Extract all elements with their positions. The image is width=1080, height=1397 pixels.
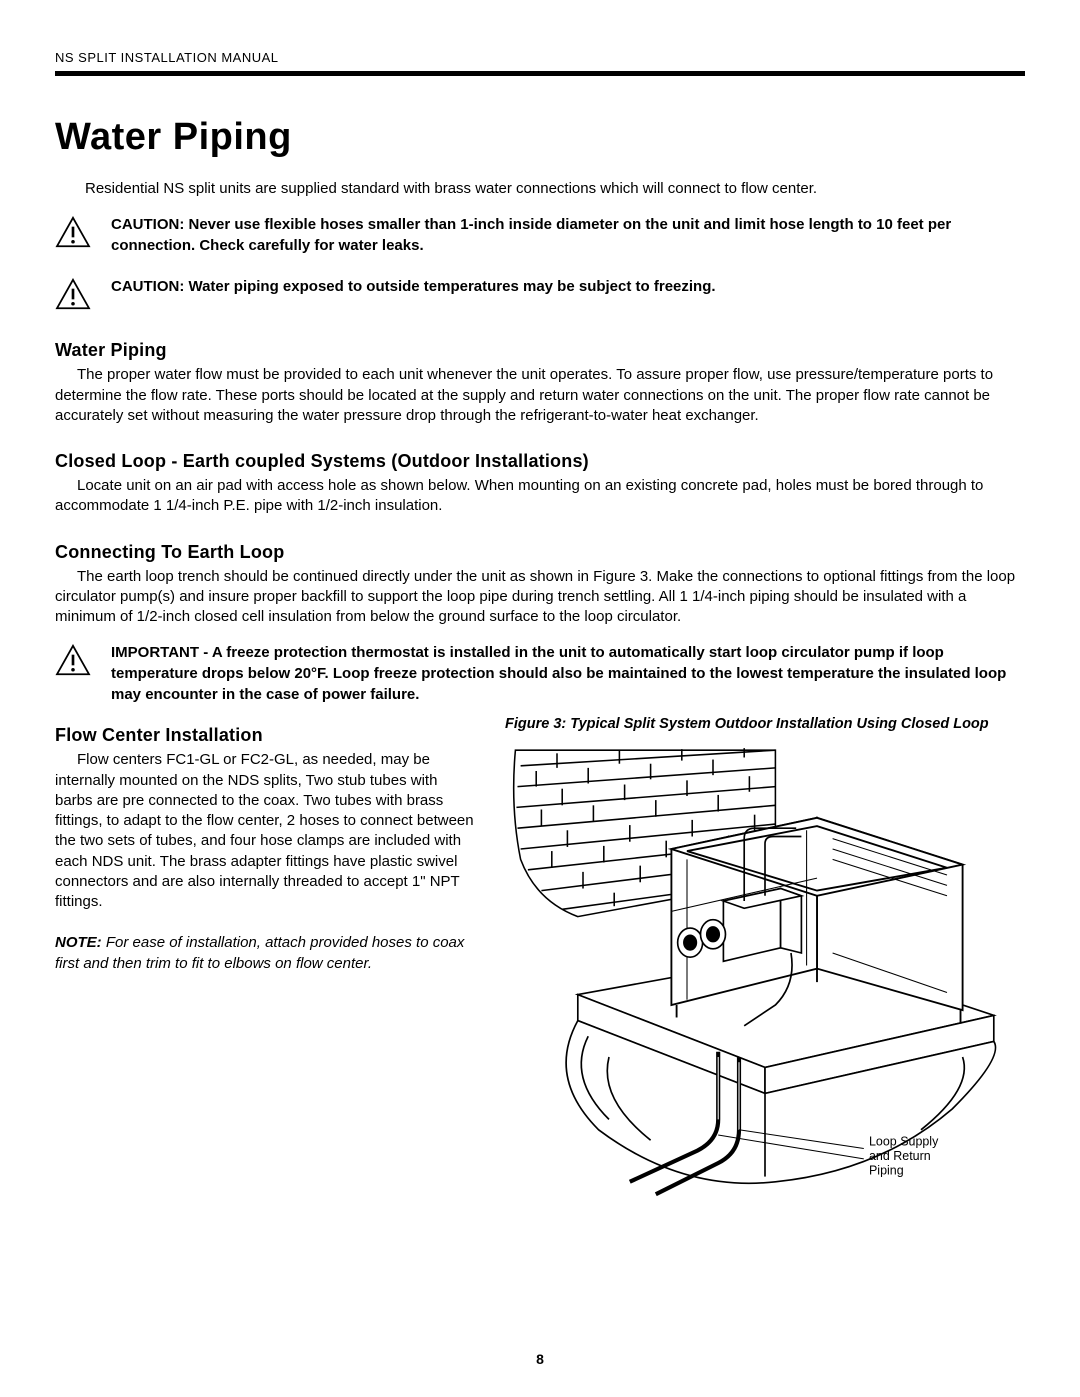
two-column-region: Flow Center Installation Flow centers FC… xyxy=(55,715,1025,1228)
header-manual-name: NS SPLIT INSTALLATION MANUAL xyxy=(55,50,1025,65)
figure-callout-line2: and Return xyxy=(869,1149,931,1163)
caution-block-1: CAUTION: Never use flexible hoses smalle… xyxy=(55,214,1025,256)
note-block: NOTE: For ease of installation, attach p… xyxy=(55,932,475,974)
page-title: Water Piping xyxy=(55,116,1025,159)
important-lead: IMPORTANT xyxy=(111,644,199,661)
intro-paragraph: Residential NS split units are supplied … xyxy=(85,179,1025,199)
header-rule xyxy=(55,71,1025,76)
warning-icon xyxy=(55,216,91,253)
warning-icon xyxy=(55,644,91,681)
column-right: Figure 3: Typical Split System Outdoor I… xyxy=(505,715,1025,1228)
note-lead: NOTE: xyxy=(55,934,102,951)
caution-block-2: CAUTION: Water piping exposed to outside… xyxy=(55,276,1025,315)
figure-callout-line1: Loop Supply xyxy=(869,1134,939,1148)
section-heading-closed-loop: Closed Loop - Earth coupled Systems (Out… xyxy=(55,451,1025,472)
figure-callout-line3: Piping xyxy=(869,1163,904,1177)
caution-text-2: CAUTION: Water piping exposed to outside… xyxy=(111,276,1025,297)
important-block: IMPORTANT - A freeze protection thermost… xyxy=(55,642,1025,705)
page-number: 8 xyxy=(0,1351,1080,1367)
column-left: Flow Center Installation Flow centers FC… xyxy=(55,715,475,974)
section-body-flow-center: Flow centers FC1-GL or FC2-GL, as needed… xyxy=(55,750,475,912)
section-body-closed-loop: Locate unit on an air pad with access ho… xyxy=(55,476,1025,517)
note-body: For ease of installation, attach provide… xyxy=(55,934,464,972)
important-body: - A freeze protection thermostat is inst… xyxy=(111,644,1006,703)
figure-illustration: Loop Supply and Return Piping xyxy=(505,745,1025,1223)
section-heading-connecting: Connecting To Earth Loop xyxy=(55,542,1025,563)
section-heading-flow-center: Flow Center Installation xyxy=(55,725,475,746)
page-container: NS SPLIT INSTALLATION MANUAL Water Pipin… xyxy=(0,0,1080,1258)
figure-caption: Figure 3: Typical Split System Outdoor I… xyxy=(505,715,1025,735)
section-body-connecting: The earth loop trench should be continue… xyxy=(55,567,1025,628)
section-heading-water-piping: Water Piping xyxy=(55,340,1025,361)
warning-icon xyxy=(55,278,91,315)
caution-text-1: CAUTION: Never use flexible hoses smalle… xyxy=(111,214,1025,256)
section-body-water-piping: The proper water flow must be provided t… xyxy=(55,365,1025,426)
important-text: IMPORTANT - A freeze protection thermost… xyxy=(111,642,1025,705)
